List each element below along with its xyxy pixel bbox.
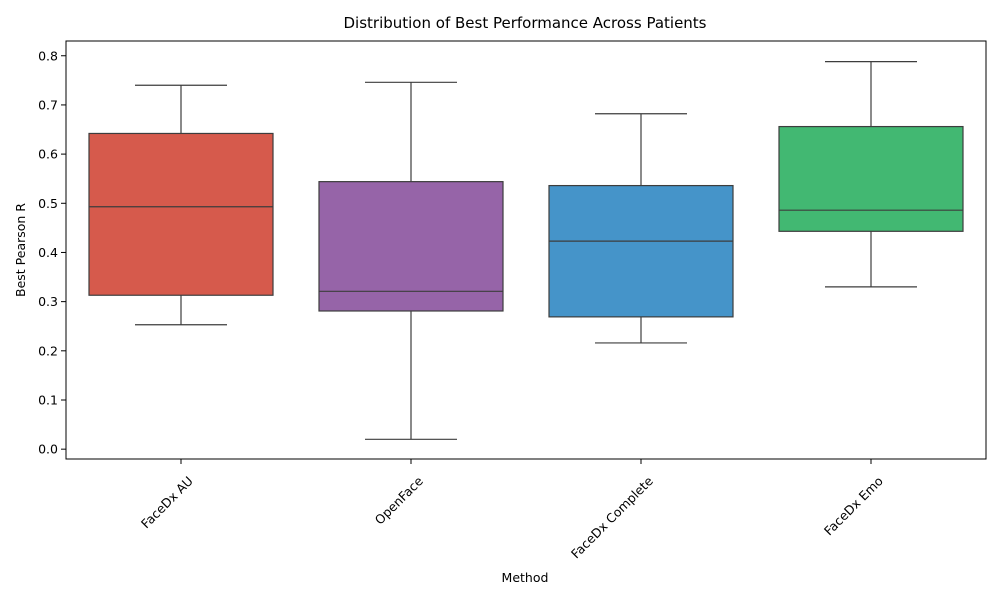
x-tick-label: FaceDx AU <box>138 473 196 531</box>
y-tick-label: 0.5 <box>38 196 58 211</box>
y-tick-label: 0.1 <box>38 392 58 407</box>
plot-area <box>89 62 963 440</box>
y-axis-ticks: 0.0 0.1 0.2 0.3 0.4 0.5 0.6 0.7 0.8 <box>38 48 66 456</box>
chart-title: Distribution of Best Performance Across … <box>343 14 706 32</box>
y-tick-label: 0.6 <box>38 147 58 162</box>
box-group <box>319 82 503 439</box>
box-group <box>89 85 273 324</box>
y-tick-label: 0.0 <box>38 442 58 457</box>
y-tick-label: 0.7 <box>38 97 58 112</box>
y-tick-label: 0.3 <box>38 294 58 309</box>
x-tick-label: OpenFace <box>372 473 426 527</box>
box-iqr <box>89 133 273 295</box>
box-iqr <box>779 127 963 232</box>
box-group <box>779 62 963 287</box>
box-group <box>549 114 733 343</box>
x-axis-label: Method <box>502 570 549 585</box>
y-tick-label: 0.2 <box>38 343 58 358</box>
y-axis-label: Best Pearson R <box>13 203 28 297</box>
x-axis-ticks: FaceDx AU OpenFace FaceDx Complete FaceDx E… <box>138 459 886 561</box>
y-tick-label: 0.8 <box>38 48 58 63</box>
x-tick-label: FaceDx Complete <box>568 473 656 561</box>
x-tick-label: FaceDx Emo <box>821 473 886 538</box>
y-tick-label: 0.4 <box>38 245 58 260</box>
box-iqr <box>549 186 733 317</box>
